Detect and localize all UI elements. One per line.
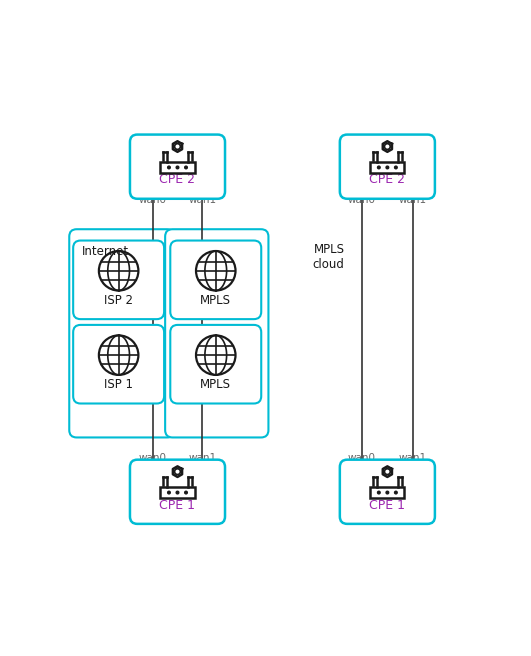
Circle shape — [176, 166, 179, 169]
Text: CPE 2: CPE 2 — [370, 173, 405, 186]
FancyBboxPatch shape — [340, 134, 435, 199]
Text: Internet: Internet — [82, 245, 129, 258]
Text: wan0: wan0 — [139, 453, 167, 463]
Text: ISP 1: ISP 1 — [104, 378, 133, 391]
Circle shape — [185, 166, 187, 169]
FancyBboxPatch shape — [73, 325, 164, 403]
Circle shape — [99, 335, 139, 375]
Text: wan1: wan1 — [188, 453, 216, 463]
Circle shape — [386, 166, 389, 169]
FancyBboxPatch shape — [340, 460, 435, 524]
Circle shape — [395, 166, 397, 169]
Text: MPLS: MPLS — [200, 294, 232, 307]
Circle shape — [176, 491, 179, 494]
Text: CPE 1: CPE 1 — [159, 499, 195, 512]
Circle shape — [384, 469, 390, 474]
Text: ISP 2: ISP 2 — [104, 294, 133, 307]
Circle shape — [168, 491, 170, 494]
FancyBboxPatch shape — [370, 162, 405, 173]
Circle shape — [175, 144, 181, 150]
Circle shape — [175, 469, 181, 474]
Text: wan0: wan0 — [348, 195, 376, 205]
Circle shape — [196, 251, 236, 291]
Text: CPE 2: CPE 2 — [159, 173, 195, 186]
Text: MPLS
cloud: MPLS cloud — [313, 243, 345, 271]
Circle shape — [168, 166, 170, 169]
Text: wan1: wan1 — [399, 195, 427, 205]
FancyBboxPatch shape — [165, 229, 269, 438]
FancyBboxPatch shape — [69, 229, 175, 438]
FancyBboxPatch shape — [170, 241, 261, 319]
FancyBboxPatch shape — [370, 487, 405, 498]
Circle shape — [99, 251, 139, 291]
FancyBboxPatch shape — [160, 162, 194, 173]
FancyBboxPatch shape — [130, 134, 225, 199]
Text: wan1: wan1 — [188, 195, 216, 205]
FancyBboxPatch shape — [170, 325, 261, 403]
Circle shape — [378, 491, 380, 494]
FancyBboxPatch shape — [73, 241, 164, 319]
Text: wan0: wan0 — [139, 195, 167, 205]
Circle shape — [395, 491, 397, 494]
Circle shape — [384, 144, 390, 150]
Text: MPLS: MPLS — [200, 378, 232, 391]
Circle shape — [386, 491, 389, 494]
Circle shape — [196, 335, 236, 375]
Text: wan1: wan1 — [399, 453, 427, 463]
FancyBboxPatch shape — [130, 460, 225, 524]
Circle shape — [185, 491, 187, 494]
Text: wan0: wan0 — [348, 453, 376, 463]
FancyBboxPatch shape — [160, 487, 194, 498]
Text: CPE 1: CPE 1 — [370, 499, 405, 512]
Circle shape — [378, 166, 380, 169]
